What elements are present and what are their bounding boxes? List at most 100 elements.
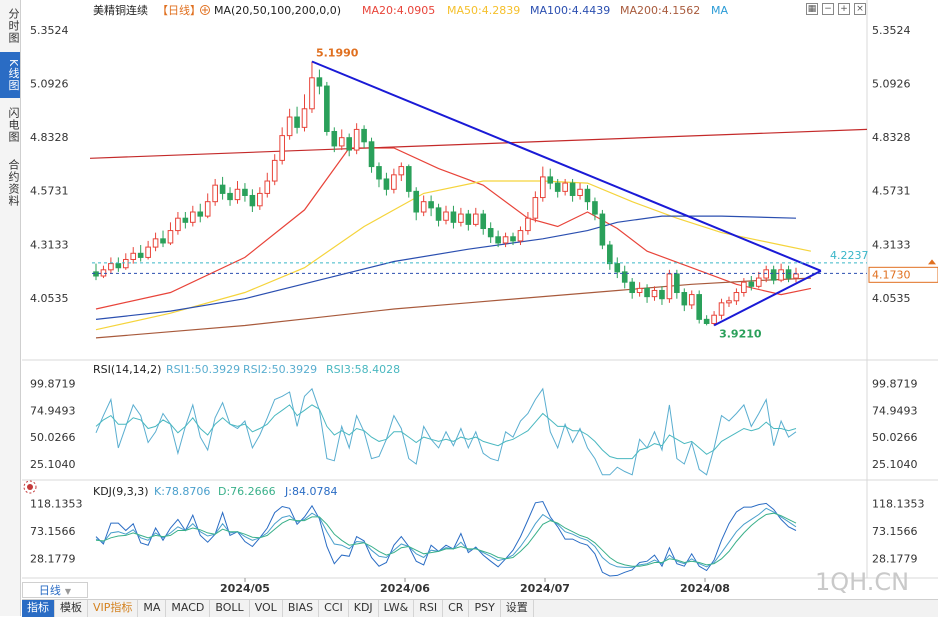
candle (621, 265, 628, 289)
settings-icon[interactable] (200, 5, 210, 15)
candle (324, 81, 330, 136)
candle (748, 276, 755, 291)
indicator-tab[interactable]: BIAS (283, 600, 320, 617)
candle (160, 230, 166, 248)
indicator-tab-bar: 指标 模板 VIP指标 MA MACD BOLL VOL BIAS CCI KDJ LW& RSI CR… (22, 599, 938, 617)
indicator-tab[interactable]: RSI (414, 600, 444, 617)
candle (495, 230, 501, 248)
kdj-settings-icon[interactable] (23, 480, 37, 494)
candle (532, 191, 539, 223)
line-rsi1 (95, 387, 797, 476)
period-selector-label: 日线 (38, 584, 61, 597)
sidebar-tab-flash[interactable]: 闪电图 (7, 107, 20, 143)
y-tick-right: 5.3524 (872, 24, 911, 37)
x-tick-label: 2024/05 (220, 582, 270, 595)
candle (480, 209, 487, 235)
candle (458, 207, 464, 227)
candle (487, 222, 494, 243)
candle (234, 181, 241, 204)
watermark: 1QH.CN (815, 568, 909, 596)
candle (413, 187, 420, 221)
main-y-axis: 5.3524 5.3524 5.0926 5.0926 4.8328 4.8328 4.57… (30, 24, 911, 305)
close-icon[interactable]: × (854, 3, 866, 15)
indicator-tab[interactable]: PSY (469, 600, 501, 617)
candle (726, 296, 732, 307)
y-tick-left: 5.3524 (30, 24, 69, 37)
trend-line[interactable] (713, 269, 822, 327)
period-selector[interactable]: 日线 ▼ (22, 582, 88, 598)
rsi-tick-right: 99.8719 (872, 378, 918, 391)
grid-icon[interactable]: ▦ (806, 3, 818, 15)
rsi-tick-right: 74.9493 (872, 404, 918, 417)
rsi-y-axis: 99.8719 99.8719 74.9493 74.9493 50.0266 50.02… (30, 378, 918, 471)
candle (763, 265, 770, 283)
candle (108, 257, 114, 274)
candle (227, 187, 233, 206)
indicator-tab[interactable]: CR (443, 600, 470, 617)
y-tick-right: 5.0926 (872, 77, 911, 90)
kdj-tick-right: 118.1353 (872, 497, 925, 510)
rsi-params: RSI(14,14,2) (93, 363, 161, 376)
indicator-tab[interactable]: LW& (379, 600, 415, 617)
candle (599, 209, 606, 250)
candle (137, 245, 144, 262)
candle (450, 205, 457, 229)
indicator-tab[interactable]: 模板 (55, 600, 88, 617)
indicator-tab[interactable]: 设置 (501, 600, 534, 617)
price-tag (868, 266, 938, 283)
candle (152, 232, 159, 252)
candle (368, 137, 375, 173)
candle (510, 232, 516, 246)
kdj-lines (95, 500, 797, 577)
indicator-tab[interactable]: CCI (319, 600, 349, 617)
candle (175, 212, 181, 235)
candle (577, 183, 583, 200)
line-ma50 (95, 180, 812, 331)
candle (383, 172, 390, 196)
candle (316, 69, 323, 95)
candle (472, 207, 479, 227)
candlesticks (93, 61, 799, 326)
candle (294, 106, 300, 134)
indicator-tab[interactable]: 指标 (22, 600, 55, 617)
candle (190, 205, 196, 227)
sidebar-tab-timeshare[interactable]: 分时图 (7, 8, 20, 44)
candle (100, 265, 107, 279)
indicator-tab[interactable]: VOL (250, 600, 283, 617)
candle (271, 154, 278, 186)
candle (212, 178, 218, 206)
indicator-tab[interactable]: VIP指标 (88, 600, 139, 617)
kdj-tick-right: 28.1779 (872, 553, 918, 566)
candle (703, 315, 710, 326)
minus-icon[interactable]: − (822, 3, 834, 15)
kdj-params: KDJ(9,3,3) (93, 485, 149, 498)
kdj-header: KDJ(9,3,3) K:78.8706 D:76.2666 J:84.0784 (23, 480, 337, 498)
candle (502, 232, 509, 248)
candle (733, 288, 740, 305)
rsi-tick-left: 74.9493 (30, 404, 76, 417)
indicator-tab[interactable]: KDJ (349, 600, 379, 617)
indicator-tab[interactable]: MA (138, 600, 167, 617)
kdj-y-axis: 118.1353 118.1353 73.1566 73.1566 28.1779 28.… (30, 497, 925, 565)
indicator-tab[interactable]: BOLL (210, 600, 250, 617)
price-label: 4.1730 (872, 268, 911, 281)
ma-params: MA(20,50,100,200,0,0) (214, 4, 341, 17)
candle (353, 123, 360, 155)
trend-line[interactable] (311, 60, 822, 272)
candle (696, 290, 703, 324)
candle (592, 197, 598, 221)
indicator-tab[interactable]: MACD (166, 600, 211, 617)
candle (554, 178, 561, 198)
chevron-down-icon: ▼ (64, 587, 72, 596)
sidebar-tab-contract-info[interactable]: 合约资料 (7, 159, 20, 207)
sidebar-tab-kline[interactable]: K线图 (0, 52, 20, 98)
candle (674, 269, 680, 299)
kdj-j-value: J:84.0784 (284, 485, 337, 498)
candle (338, 129, 345, 151)
plus-icon[interactable]: + (838, 3, 850, 15)
kdj-tick-left: 118.1353 (30, 497, 83, 510)
candle (755, 271, 762, 289)
candle (681, 288, 688, 312)
